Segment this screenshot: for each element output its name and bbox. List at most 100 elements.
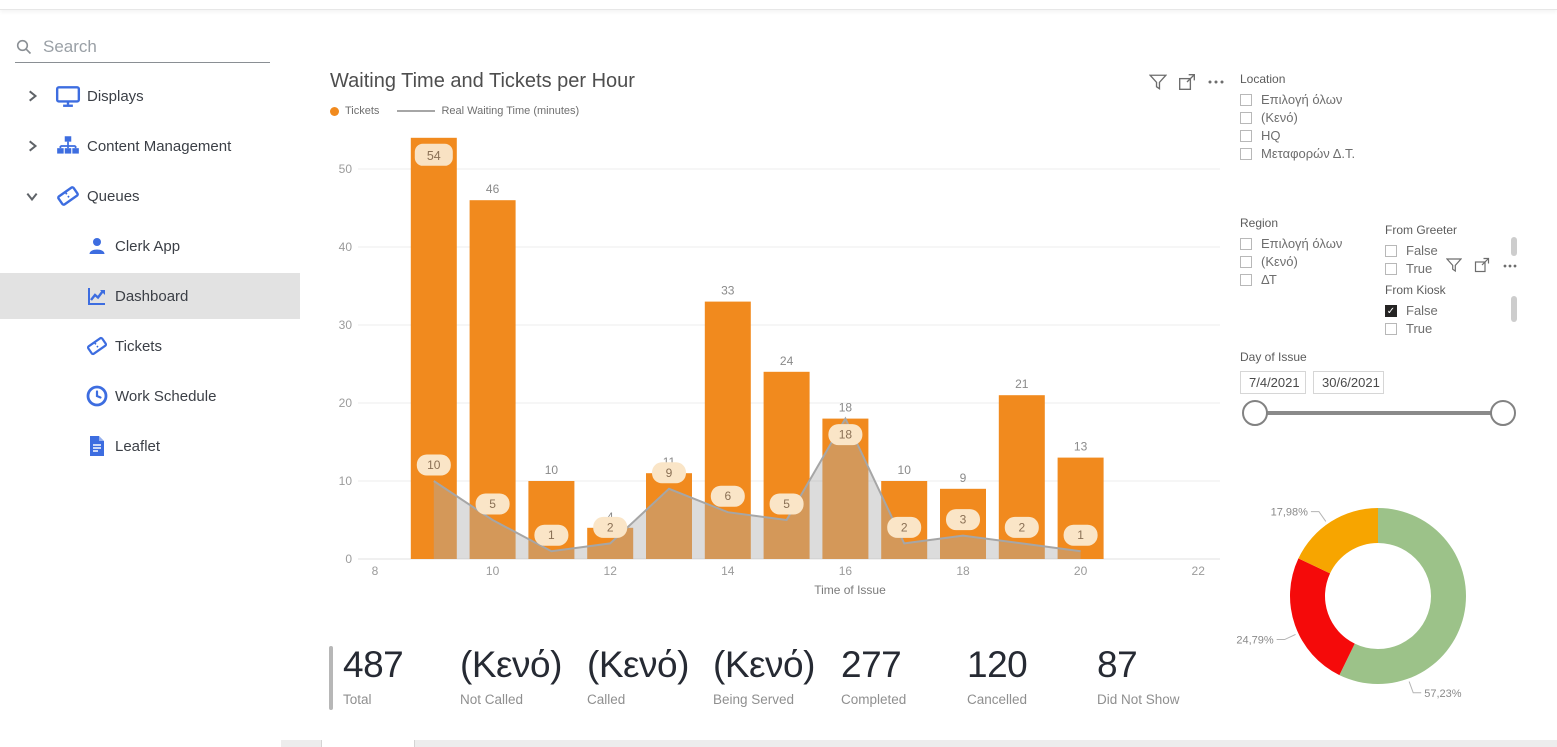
bar-hour-13[interactable] bbox=[646, 473, 692, 559]
combo-chart[interactable]: 0 10 20 30 40 50 54 46 10 4 1 1 33 24 18 10 9 21 13 10 5 12 9 6… bbox=[330, 128, 1230, 606]
top-toolbar-edge bbox=[0, 0, 1557, 10]
search-input[interactable] bbox=[41, 36, 245, 58]
sidebar-item-displays[interactable]: Displays bbox=[0, 73, 300, 119]
filter-option[interactable]: ✓ False bbox=[1385, 303, 1495, 318]
filter-option[interactable]: Επιλογή όλων bbox=[1240, 236, 1380, 251]
filter-option-label: Μεταφορών Δ.Τ. bbox=[1261, 146, 1356, 161]
x-tick-label: 16 bbox=[839, 564, 853, 578]
filter-option[interactable]: True bbox=[1385, 321, 1495, 336]
filter-option[interactable]: HQ bbox=[1240, 128, 1400, 143]
donut-slice[interactable] bbox=[1298, 508, 1378, 574]
stat-label: Cancelled bbox=[967, 692, 1028, 707]
line-label: 6 bbox=[724, 489, 731, 503]
date-start-input[interactable]: 7/4/2021 bbox=[1240, 371, 1306, 394]
checkbox-unchecked[interactable] bbox=[1240, 111, 1252, 124]
stat-completed: 277 Completed bbox=[841, 644, 906, 707]
filter-option-label: ΔΤ bbox=[1261, 272, 1277, 287]
donut-slice-label: 24,79% bbox=[1236, 635, 1274, 647]
line-label: 2 bbox=[607, 520, 614, 534]
line-label: 5 bbox=[489, 497, 496, 511]
line-label-pill bbox=[828, 424, 863, 446]
slicer-title: Day of Issue bbox=[1240, 350, 1307, 364]
checkbox-unchecked[interactable] bbox=[1240, 237, 1252, 250]
date-slider-handle-end[interactable] bbox=[1490, 400, 1516, 426]
checkbox-unchecked[interactable] bbox=[1240, 93, 1252, 106]
line-label-pill bbox=[1004, 516, 1039, 538]
sidebar-item-label: Content Management bbox=[87, 137, 232, 155]
slicer-title: From Kiosk bbox=[1385, 283, 1446, 297]
date-slider-track[interactable] bbox=[1255, 411, 1503, 415]
checkbox-unchecked[interactable] bbox=[1240, 273, 1252, 286]
filter-icon[interactable] bbox=[1446, 257, 1462, 273]
filter-option[interactable]: ΔΤ bbox=[1240, 272, 1380, 287]
checkbox-unchecked[interactable] bbox=[1385, 244, 1397, 257]
page-tab-bar[interactable] bbox=[281, 740, 1557, 747]
legend-tickets-dot bbox=[330, 106, 339, 116]
donut-chart[interactable]: 57,23% 24,79% 17,98% bbox=[1220, 493, 1557, 747]
sidebar-item-leaflet[interactable]: Leaflet bbox=[0, 423, 300, 469]
search-bar[interactable] bbox=[15, 32, 270, 63]
x-tick-label: 14 bbox=[721, 564, 735, 578]
filter-option[interactable]: (Κενό) bbox=[1240, 254, 1380, 269]
sidebar-item-label: Leaflet bbox=[115, 437, 161, 455]
checkbox-unchecked[interactable] bbox=[1240, 147, 1252, 160]
focus-mode-icon[interactable] bbox=[1178, 73, 1196, 91]
filter-icon[interactable] bbox=[1149, 73, 1167, 91]
donut-slice[interactable] bbox=[1290, 558, 1355, 676]
bar-label: 13 bbox=[1074, 440, 1088, 454]
scrollbar-thumb[interactable] bbox=[1511, 296, 1517, 322]
checkbox-checked[interactable]: ✓ bbox=[1385, 304, 1397, 317]
more-options-icon[interactable] bbox=[1207, 76, 1225, 88]
bar-hour-9[interactable] bbox=[410, 137, 457, 560]
checkbox-unchecked[interactable] bbox=[1385, 262, 1397, 275]
slicer-day-of-issue-title: Day of Issue bbox=[1240, 350, 1307, 371]
sidebar-item-clerk-app[interactable]: Clerk App bbox=[0, 223, 300, 269]
line-label-pill bbox=[593, 516, 628, 538]
line-label-pill bbox=[1063, 524, 1098, 546]
sidebar-item-work-schedule[interactable]: Work Schedule bbox=[0, 373, 300, 419]
slicer-title: Location bbox=[1240, 72, 1286, 86]
bar-hour-14[interactable] bbox=[704, 301, 751, 559]
checkbox-unchecked[interactable] bbox=[1240, 255, 1252, 268]
filter-option-label: Επιλογή όλων bbox=[1261, 236, 1343, 251]
donut-slice-label: 17,98% bbox=[1271, 507, 1309, 519]
line-label-pill bbox=[887, 516, 922, 538]
filter-option[interactable]: Μεταφορών Δ.Τ. bbox=[1240, 146, 1400, 161]
sidebar-item-tickets[interactable]: Tickets bbox=[0, 323, 300, 369]
sidebar-item-dashboard[interactable]: Dashboard bbox=[0, 273, 300, 319]
monitor-icon bbox=[55, 86, 81, 107]
filter-option[interactable]: True bbox=[1385, 261, 1495, 276]
focus-mode-icon[interactable] bbox=[1474, 257, 1490, 273]
sidebar-item-label: Tickets bbox=[115, 337, 162, 355]
date-slider-handle-start[interactable] bbox=[1242, 400, 1268, 426]
bar-hour-11[interactable] bbox=[528, 481, 575, 559]
date-end-input[interactable]: 30/6/2021 bbox=[1313, 371, 1384, 394]
x-tick-label: 8 bbox=[372, 564, 379, 578]
filter-option[interactable]: False bbox=[1385, 243, 1495, 258]
stats-scrollbar[interactable] bbox=[329, 646, 333, 710]
bar-hour-15[interactable] bbox=[763, 371, 810, 559]
more-options-icon[interactable] bbox=[1502, 261, 1518, 271]
filter-option[interactable]: (Κενό) bbox=[1240, 110, 1400, 125]
filter-option[interactable]: Επιλογή όλων bbox=[1240, 92, 1400, 107]
bar-label: 24 bbox=[780, 354, 794, 368]
line-label: 1 bbox=[548, 528, 555, 542]
bar-label: 54 bbox=[427, 149, 441, 163]
legend-tickets-label: Tickets bbox=[345, 105, 380, 117]
line-label: 18 bbox=[839, 428, 853, 442]
sidebar-item-queues[interactable]: Queues bbox=[0, 173, 300, 219]
line-label-pill bbox=[534, 524, 569, 546]
sidebar-item-content-management[interactable]: Content Management bbox=[0, 123, 300, 169]
line-label: 2 bbox=[901, 520, 908, 534]
document-icon bbox=[90, 436, 104, 456]
checkbox-unchecked[interactable] bbox=[1240, 129, 1252, 142]
page-tab-active[interactable] bbox=[321, 740, 415, 747]
bar-label: 10 bbox=[898, 463, 912, 477]
donut-slice[interactable] bbox=[1339, 508, 1466, 684]
stat-label: Did Not Show bbox=[1097, 692, 1180, 707]
checkbox-unchecked[interactable] bbox=[1385, 322, 1397, 335]
waiting-time-line[interactable] bbox=[433, 416, 1081, 553]
y-tick-label: 20 bbox=[339, 396, 353, 410]
search-icon bbox=[16, 39, 32, 55]
scrollbar-thumb[interactable] bbox=[1511, 237, 1517, 256]
